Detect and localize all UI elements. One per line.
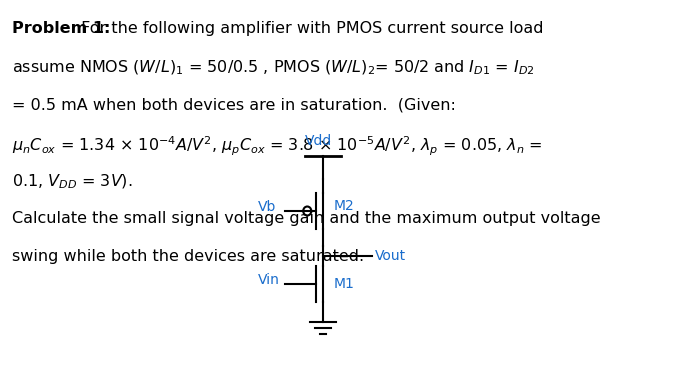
Text: $\mu_n C_{ox}$ = 1.34 × 10$^{-4}$$A/V^2$, $\mu_p C_{ox}$ = 3.8 × 10$^{-5}$$A/V^2: $\mu_n C_{ox}$ = 1.34 × 10$^{-4}$$A/V^2$… (12, 135, 542, 158)
Text: M1: M1 (333, 277, 355, 291)
Text: Vb: Vb (258, 200, 277, 214)
Text: Vdd: Vdd (305, 134, 332, 148)
Text: Vin: Vin (258, 273, 280, 287)
Text: For the following amplifier with PMOS current source load: For the following amplifier with PMOS cu… (76, 21, 544, 36)
Text: = 0.5 mA when both devices are in saturation.  (Given:: = 0.5 mA when both devices are in satura… (12, 97, 456, 112)
Text: swing while both the devices are saturated.: swing while both the devices are saturat… (12, 249, 364, 264)
Text: M2: M2 (333, 199, 355, 213)
Text: Vout: Vout (375, 249, 406, 263)
Text: Calculate the small signal voltage gain and the maximum output voltage: Calculate the small signal voltage gain … (12, 211, 600, 226)
Text: 0.1, $V_{DD}$ = 3$V$).: 0.1, $V_{DD}$ = 3$V$). (12, 173, 132, 191)
Text: Problem 1:: Problem 1: (12, 21, 110, 36)
Text: assume NMOS $(W/L)_1$ = 50/0.5 , PMOS $(W/L)_2$= 50/2 and $I_{D1}$ = $I_{D2}$: assume NMOS $(W/L)_1$ = 50/0.5 , PMOS $(… (12, 59, 534, 77)
